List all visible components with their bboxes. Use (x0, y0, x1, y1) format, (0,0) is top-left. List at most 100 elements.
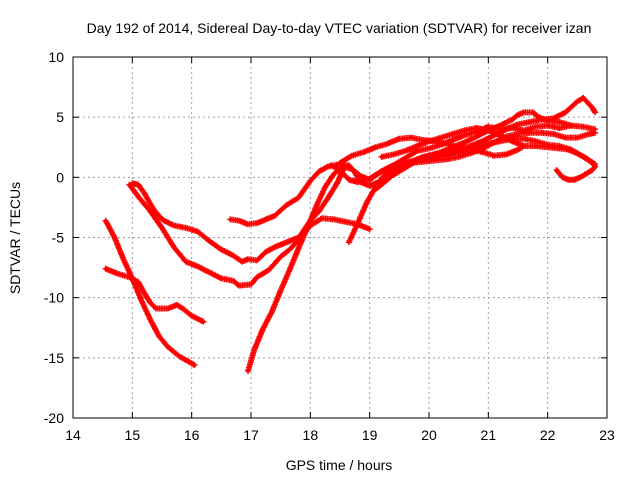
data-point (314, 204, 318, 208)
data-point (219, 247, 223, 252)
data-point (391, 163, 395, 167)
data-point (516, 122, 520, 126)
x-tick-label: 14 (65, 427, 81, 443)
data-point (121, 257, 125, 261)
data-point (273, 245, 277, 249)
data-point (415, 144, 419, 148)
data-point (115, 272, 120, 276)
data-point (555, 168, 559, 172)
data-point (463, 128, 467, 132)
data-point (510, 118, 514, 122)
data-point (590, 161, 594, 165)
data-point (379, 169, 384, 173)
data-point (572, 178, 577, 182)
data-point (584, 172, 588, 176)
data-point (368, 227, 372, 231)
data-point (136, 183, 140, 187)
data-point (219, 276, 223, 280)
data-point (112, 235, 117, 240)
data-point (486, 142, 490, 146)
data-point (264, 217, 268, 221)
x-tick-label: 21 (481, 427, 497, 443)
data-point (581, 96, 585, 100)
data-point (528, 120, 532, 124)
data-point (563, 110, 568, 114)
data-point (249, 282, 253, 286)
data-point (552, 132, 556, 136)
data-point (196, 264, 200, 268)
data-point (560, 175, 565, 179)
data-point (463, 140, 467, 144)
data-point (166, 306, 170, 311)
data-point (403, 149, 407, 153)
data-point (365, 201, 369, 205)
data-point (356, 180, 360, 184)
data-point (382, 173, 387, 177)
data-point (338, 168, 342, 172)
series-arc-10 (337, 134, 527, 166)
data-point (457, 150, 461, 154)
y-tick-label: -5 (52, 230, 65, 246)
data-point (421, 155, 425, 159)
data-point (439, 136, 443, 140)
data-point (323, 185, 327, 189)
series-arc-1 (102, 217, 198, 369)
data-point (516, 148, 520, 152)
data-point (288, 247, 292, 252)
data-point (252, 349, 256, 353)
data-point (486, 128, 490, 132)
data-point (296, 196, 301, 200)
data-point (534, 144, 538, 148)
data-point (175, 303, 179, 307)
data-point (415, 149, 419, 153)
data-point (142, 291, 146, 295)
series-arc-12 (372, 146, 486, 193)
data-point (463, 133, 467, 137)
data-point (557, 146, 562, 151)
data-point (279, 255, 283, 259)
data-point (261, 327, 265, 331)
data-point (593, 164, 597, 169)
data-point (397, 167, 401, 171)
data-point (288, 268, 292, 272)
data-point (516, 113, 520, 117)
x-tick-label: 22 (540, 427, 556, 443)
data-point (285, 240, 289, 244)
data-point (335, 181, 339, 185)
series-arc-13 (553, 163, 599, 183)
data-point (184, 260, 188, 264)
data-point (332, 217, 336, 221)
data-point (528, 131, 532, 135)
data-point (279, 288, 283, 292)
data-point (359, 174, 363, 178)
data-point (534, 139, 538, 143)
data-point (522, 137, 526, 141)
data-point (181, 306, 185, 311)
data-point (157, 334, 161, 338)
data-point (255, 258, 259, 262)
x-tick-label: 17 (243, 427, 259, 443)
data-point (296, 246, 301, 250)
data-point (575, 136, 579, 140)
data-point (584, 156, 588, 160)
data-point (350, 167, 354, 171)
data-point (433, 152, 437, 157)
data-point (468, 151, 473, 155)
data-point (201, 320, 206, 324)
x-tick-label: 20 (421, 427, 437, 443)
x-axis-label: GPS time / hours (286, 457, 393, 473)
data-point (347, 240, 351, 244)
data-point (246, 369, 250, 373)
data-point (104, 267, 108, 271)
x-tick-label: 19 (362, 427, 378, 443)
data-point (374, 145, 378, 149)
data-point (590, 105, 594, 110)
data-point (160, 217, 164, 221)
y-tick-label: -15 (44, 350, 64, 366)
data-point (575, 99, 579, 104)
data-point (151, 207, 155, 211)
data-point (356, 221, 360, 225)
data-point (566, 178, 571, 182)
data-point (362, 150, 366, 154)
data-point (347, 178, 351, 182)
